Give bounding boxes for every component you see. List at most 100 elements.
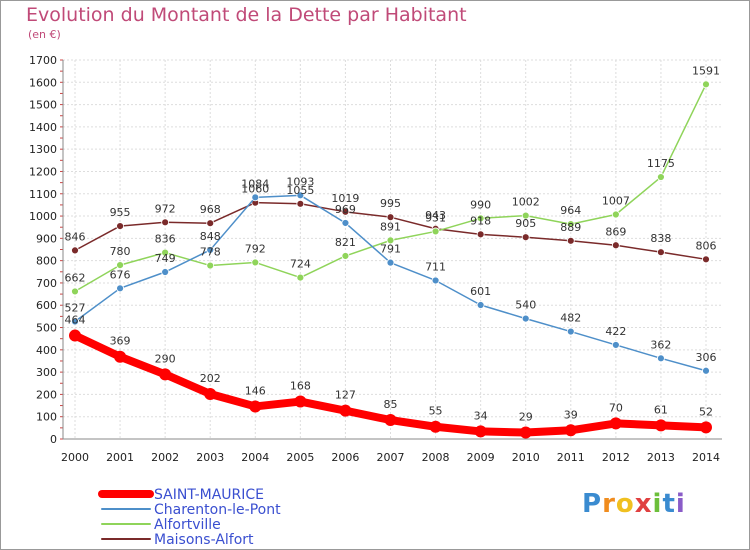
- data-point-maisons-alfort: [476, 230, 485, 239]
- data-label-saint-maurice: 55: [429, 405, 443, 418]
- legend-label-maisons-alfort: Maisons-Alfort: [154, 532, 254, 548]
- data-label-saint-maurice: 369: [110, 335, 131, 348]
- data-point-maisons-alfort: [341, 207, 350, 216]
- data-point-saint-maurice: [69, 329, 81, 342]
- data-label-alfortville: 990: [470, 198, 491, 211]
- data-point-charenton-le-pont: [657, 354, 665, 363]
- x-tick-label: 2002: [151, 451, 179, 464]
- data-point-saint-maurice: [609, 417, 622, 430]
- data-label-saint-maurice: 61: [654, 403, 668, 416]
- data-label-alfortville: 1175: [647, 157, 675, 170]
- data-point-charenton-le-pont: [206, 246, 215, 254]
- data-point-charenton-le-pont: [476, 301, 485, 309]
- y-tick-label: 800: [36, 255, 57, 268]
- data-label-alfortville: 821: [335, 236, 356, 249]
- data-point-maisons-alfort: [657, 248, 665, 257]
- y-tick-label: 900: [36, 232, 57, 245]
- data-point-charenton-le-pont: [431, 276, 440, 285]
- data-point-saint-maurice: [159, 368, 172, 381]
- data-point-alfortville: [71, 287, 79, 296]
- data-label-maisons-alfort: 838: [650, 232, 671, 245]
- data-point-saint-maurice: [249, 400, 262, 413]
- x-tick-label: 2012: [602, 451, 630, 464]
- data-point-alfortville: [206, 261, 215, 270]
- legend-label-saint-maurice: SAINT-MAURICE: [154, 487, 264, 503]
- data-label-charenton-le-pont: 482: [560, 312, 581, 325]
- data-label-alfortville: 780: [110, 245, 131, 258]
- y-tick-label: 1300: [29, 143, 57, 156]
- data-point-charenton-le-pont: [71, 317, 79, 326]
- data-label-maisons-alfort: 889: [560, 221, 581, 234]
- chart-title: Evolution du Montant de la Dette par Hab…: [26, 4, 467, 26]
- data-label-saint-maurice: 146: [245, 384, 266, 397]
- data-label-charenton-le-pont: 749: [155, 252, 176, 265]
- data-label-charenton-le-pont: 969: [335, 203, 356, 216]
- x-tick-label: 2006: [331, 451, 359, 464]
- data-label-maisons-alfort: 846: [65, 230, 86, 243]
- data-point-charenton-le-pont: [521, 314, 530, 323]
- data-label-charenton-le-pont: 362: [650, 338, 671, 351]
- x-tick-label: 2009: [467, 451, 495, 464]
- x-tick-label: 2014: [692, 451, 720, 464]
- y-tick-label: 0: [50, 433, 57, 446]
- data-point-alfortville: [116, 261, 124, 270]
- data-label-saint-maurice: 70: [609, 401, 623, 414]
- y-tick-label: 200: [36, 388, 57, 401]
- data-label-charenton-le-pont: 676: [110, 268, 131, 281]
- data-point-maisons-alfort: [71, 246, 79, 255]
- y-tick-label: 1100: [29, 188, 57, 201]
- y-tick-label: 1500: [29, 99, 57, 112]
- data-point-saint-maurice: [429, 420, 442, 433]
- data-label-charenton-le-pont: 422: [605, 325, 626, 338]
- y-tick-label: 100: [36, 411, 57, 424]
- x-tick-label: 2007: [377, 451, 405, 464]
- data-point-maisons-alfort: [206, 219, 215, 228]
- data-label-alfortville: 778: [200, 246, 221, 259]
- data-label-saint-maurice: 290: [155, 352, 176, 365]
- data-label-maisons-alfort: 869: [605, 225, 626, 238]
- x-tick-label: 2011: [557, 451, 585, 464]
- data-label-maisons-alfort: 905: [515, 217, 536, 230]
- data-point-maisons-alfort: [702, 255, 710, 264]
- data-label-alfortville: 1002: [512, 196, 540, 209]
- data-point-saint-maurice: [700, 421, 712, 434]
- data-point-charenton-le-pont: [161, 268, 170, 276]
- data-label-charenton-le-pont: 306: [696, 351, 717, 364]
- data-label-saint-maurice: 168: [290, 380, 311, 393]
- chart-subtitle: (en €): [28, 28, 61, 41]
- data-label-alfortville: 836: [155, 233, 176, 246]
- data-point-maisons-alfort: [611, 241, 620, 250]
- data-point-maisons-alfort: [116, 222, 124, 230]
- y-tick-label: 1000: [29, 210, 57, 223]
- data-label-maisons-alfort: 955: [110, 206, 131, 219]
- data-point-charenton-le-pont: [702, 366, 710, 375]
- y-tick-label: 700: [36, 277, 57, 290]
- x-tick-label: 2010: [512, 451, 540, 464]
- x-tick-label: 2005: [286, 451, 314, 464]
- y-tick-label: 1200: [29, 165, 57, 178]
- data-label-maisons-alfort: 943: [425, 209, 446, 222]
- data-label-charenton-le-pont: 711: [425, 260, 446, 273]
- data-point-alfortville: [521, 211, 530, 220]
- data-point-alfortville: [296, 273, 305, 282]
- data-label-alfortville: 931: [425, 211, 446, 224]
- y-tick-label: 300: [36, 366, 57, 379]
- data-label-saint-maurice: 29: [519, 411, 533, 424]
- data-label-maisons-alfort: 1060: [241, 183, 269, 196]
- data-label-maisons-alfort: 918: [470, 214, 491, 227]
- data-label-charenton-le-pont: 527: [65, 302, 86, 315]
- data-label-alfortville: 662: [65, 271, 86, 284]
- data-point-charenton-le-pont: [341, 219, 350, 227]
- data-label-charenton-le-pont: 540: [515, 299, 536, 312]
- data-point-alfortville: [341, 252, 350, 260]
- data-label-saint-maurice: 202: [200, 372, 221, 385]
- data-point-maisons-alfort: [386, 213, 395, 222]
- data-label-alfortville: 891: [380, 220, 401, 233]
- x-tick-label: 2003: [196, 451, 224, 464]
- data-label-charenton-le-pont: 1084: [241, 177, 269, 190]
- data-point-alfortville: [386, 236, 395, 245]
- x-tick-label: 2013: [647, 451, 675, 464]
- data-point-charenton-le-pont: [566, 327, 575, 336]
- data-point-alfortville: [431, 227, 440, 236]
